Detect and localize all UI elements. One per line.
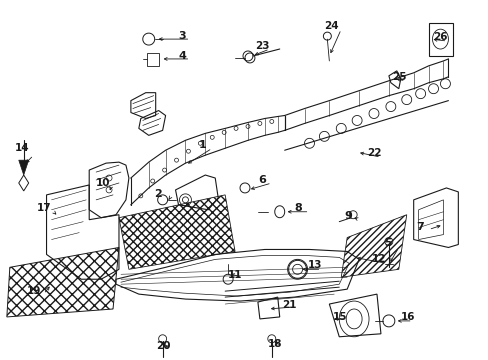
Text: 7: 7 xyxy=(416,222,424,231)
Text: 24: 24 xyxy=(324,21,338,31)
Text: 18: 18 xyxy=(267,339,282,349)
Text: 11: 11 xyxy=(228,270,242,280)
Text: 22: 22 xyxy=(366,148,381,158)
Text: 15: 15 xyxy=(332,312,346,322)
Text: 8: 8 xyxy=(294,203,302,213)
Text: 12: 12 xyxy=(371,255,386,264)
Text: 2: 2 xyxy=(153,189,161,199)
Text: 26: 26 xyxy=(433,32,447,42)
Text: 23: 23 xyxy=(254,41,269,51)
Text: 13: 13 xyxy=(307,260,322,270)
Text: 5: 5 xyxy=(383,238,391,248)
Text: 3: 3 xyxy=(178,31,186,41)
Text: 6: 6 xyxy=(257,175,265,185)
Text: 19: 19 xyxy=(27,286,41,296)
Text: 16: 16 xyxy=(400,312,414,322)
Text: 10: 10 xyxy=(96,178,110,188)
Text: 25: 25 xyxy=(391,72,406,82)
Text: 21: 21 xyxy=(281,300,296,310)
Text: 1: 1 xyxy=(198,140,205,150)
Polygon shape xyxy=(19,160,29,175)
Text: 17: 17 xyxy=(37,203,51,213)
Text: 20: 20 xyxy=(155,341,170,351)
Text: 4: 4 xyxy=(178,51,186,61)
Text: 14: 14 xyxy=(15,143,29,153)
Text: 9: 9 xyxy=(344,211,351,221)
